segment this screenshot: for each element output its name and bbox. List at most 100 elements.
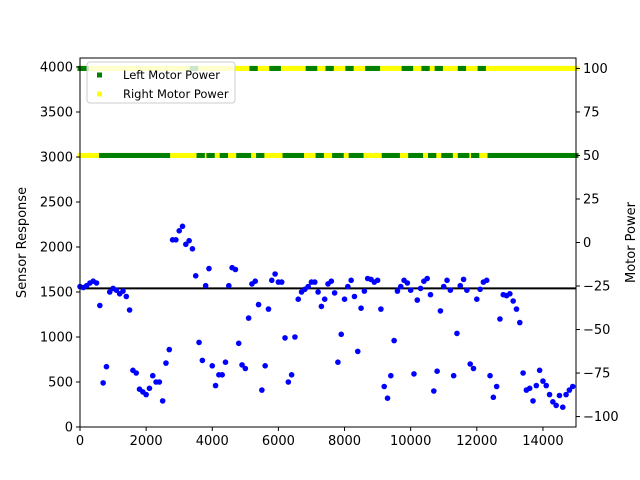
right-motor-power-marker — [84, 152, 90, 158]
sensor-point — [470, 365, 477, 372]
sensor-point — [166, 346, 173, 353]
right-motor-power-marker — [295, 65, 301, 71]
right-motor-power-marker — [325, 152, 331, 158]
sensor-point — [202, 282, 209, 289]
left-motor-power-marker — [394, 152, 400, 158]
right-motor-power-marker — [494, 65, 500, 71]
right-motor-power-marker — [428, 65, 434, 71]
sensor-point — [196, 339, 202, 346]
left-motor-power-marker — [158, 152, 164, 158]
sensor-point — [447, 287, 454, 294]
left-motor-power-marker — [507, 152, 513, 158]
left-motor-power-marker — [457, 152, 463, 158]
sensor-point — [348, 277, 354, 284]
right-motor-power-marker — [315, 65, 321, 71]
sensor-point — [159, 398, 166, 404]
right-motor-power-marker — [375, 152, 381, 158]
y2-axis-title: Motor Power — [624, 201, 639, 283]
sensor-point — [460, 276, 467, 283]
right-motor-power-marker — [404, 152, 410, 158]
left-motor-power-marker — [401, 65, 407, 71]
sensor-point — [546, 391, 553, 398]
left-motor-power-marker — [494, 152, 500, 158]
sensor-point — [338, 331, 345, 338]
left-motor-power-marker — [487, 152, 493, 158]
left-motor-power-marker — [348, 152, 354, 158]
legend-swatch — [97, 72, 102, 78]
right-motor-power-marker — [507, 65, 513, 71]
left-motor-power-marker — [477, 65, 483, 71]
left-motor-power-marker — [272, 65, 278, 71]
right-motor-power-marker — [368, 152, 374, 158]
right-motor-power-marker — [381, 65, 387, 71]
sensor-point — [490, 394, 497, 401]
right-motor-power-marker — [467, 65, 473, 71]
left-motor-power-marker — [355, 152, 361, 158]
right-motor-power-marker — [203, 152, 209, 158]
right-motor-power-marker — [269, 152, 275, 158]
right-motor-power-marker — [279, 152, 285, 158]
sensor-point — [507, 291, 513, 297]
left-motor-power-marker — [510, 152, 516, 158]
sensor-response-layer — [77, 223, 576, 411]
left-motor-power-marker — [480, 65, 486, 71]
sensor-point — [411, 371, 417, 377]
left-motor-power-marker — [138, 152, 144, 158]
right-motor-power-marker — [242, 65, 248, 71]
left-motor-power-marker — [414, 152, 420, 158]
sensor-point — [292, 334, 298, 340]
sensor-point — [120, 288, 126, 294]
sensor-point — [487, 372, 493, 379]
right-motor-power-marker — [361, 65, 367, 71]
sensor-point — [272, 271, 278, 277]
left-motor-power-marker — [408, 152, 414, 158]
right-motor-power-marker — [342, 152, 348, 158]
right-motor-power-marker — [272, 152, 278, 158]
left-motor-power-marker — [457, 65, 463, 71]
right-motor-power-marker — [249, 152, 255, 158]
left-motor-power-marker — [318, 152, 324, 158]
right-motor-power-marker — [563, 65, 569, 71]
right-motor-power-marker — [434, 152, 440, 158]
sensor-point — [318, 303, 325, 310]
left-motor-power-marker — [312, 65, 318, 71]
right-motor-power-marker — [484, 152, 490, 158]
sensor-point — [510, 298, 516, 304]
left-motor-power-marker — [308, 65, 314, 71]
right-motor-power-marker — [180, 152, 186, 158]
left-motor-power-marker — [421, 65, 427, 71]
left-motor-power-marker — [371, 65, 377, 71]
right-motor-power-marker — [183, 152, 189, 158]
right-motor-power-marker — [232, 152, 238, 158]
right-motor-power-marker — [90, 152, 96, 158]
sensor-point — [457, 282, 464, 289]
axes-layer: 0 2000 4000 6000 8000 10000 12000 1400005001000… — [15, 57, 639, 449]
left-motor-power-marker — [447, 152, 453, 158]
left-motor-power-marker — [500, 152, 506, 158]
right-motor-power-marker — [570, 65, 576, 71]
sensor-point — [219, 372, 225, 378]
sensor-point — [566, 387, 573, 393]
left-motor-power-marker — [315, 152, 321, 158]
left-motor-power-marker — [424, 65, 430, 71]
sensor-point — [341, 296, 348, 303]
right-motor-power-marker — [252, 152, 258, 158]
left-motor-power-marker — [527, 152, 533, 158]
sensor-point — [278, 279, 285, 285]
left-motor-power-marker — [295, 152, 301, 158]
right-motor-power-marker — [451, 65, 457, 71]
left-motor-power-marker — [165, 152, 171, 158]
left-motor-power-marker — [105, 152, 111, 158]
right-motor-power-marker — [513, 65, 519, 71]
sensor-point — [232, 266, 239, 273]
sensor-point — [450, 372, 457, 379]
right-motor-power-marker — [378, 152, 384, 158]
left-motor-power-marker — [348, 65, 354, 71]
left-motor-power-marker — [151, 152, 157, 158]
right-motor-power-marker — [520, 65, 526, 71]
right-motor-power-marker — [424, 152, 430, 158]
sensor-point — [199, 357, 206, 364]
right-motor-power-marker — [550, 65, 556, 71]
sensor-point — [315, 289, 321, 295]
left-motor-power-marker — [102, 152, 108, 158]
